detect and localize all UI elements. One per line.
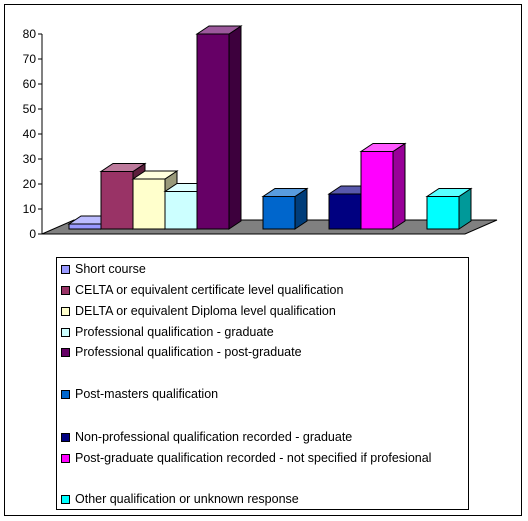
bar-top	[359, 143, 407, 152]
legend-swatch	[61, 494, 70, 504]
legend-item: Professional qualification - post-gradua…	[61, 345, 302, 359]
bar-front	[262, 196, 296, 230]
legend-label: Post-masters qualification	[75, 387, 219, 401]
y-tick-label: 70	[23, 52, 37, 66]
y-tick-label: 20	[23, 177, 37, 191]
bar	[359, 142, 407, 230]
bars	[67, 25, 473, 230]
y-tick-label: 30	[23, 152, 37, 166]
bar-top	[99, 163, 147, 172]
legend-swatch	[61, 347, 70, 357]
legend-item: Post-graduate qualification recorded - n…	[61, 451, 431, 465]
legend-swatch	[61, 285, 70, 295]
legend-swatch	[61, 453, 70, 463]
legend-swatch	[61, 327, 70, 337]
y-tick-label: 10	[23, 202, 37, 216]
y-tick-label: 60	[23, 77, 37, 91]
y-tick-label: 40	[23, 127, 37, 141]
legend-swatch	[61, 306, 70, 316]
bar-top	[195, 25, 243, 35]
legend-swatch	[61, 389, 70, 399]
legend-swatch	[61, 432, 70, 442]
bar-side	[392, 142, 406, 230]
legend-label: Other qualification or unknown response	[75, 492, 299, 506]
bar-front	[360, 151, 394, 230]
bar-front	[164, 191, 198, 230]
bar-front	[132, 178, 166, 230]
bar-front	[100, 171, 134, 230]
legend-item: Professional qualification - graduate	[61, 325, 274, 339]
bar-top	[425, 188, 473, 197]
legend-item: CELTA or equivalent certificate level qu…	[61, 283, 343, 297]
y-tick-label: 80	[23, 27, 37, 41]
bar-side	[228, 25, 242, 230]
bar-front	[196, 33, 230, 230]
bar	[195, 25, 243, 230]
bar-front	[328, 193, 362, 230]
legend-label: Post-graduate qualification recorded - n…	[75, 451, 432, 465]
bar-top	[131, 170, 179, 180]
legend-item: Other qualification or unknown response	[61, 492, 299, 506]
y-axis: 0 10 20 30 40 50 60 70 80	[23, 27, 43, 241]
legend-label: CELTA or equivalent certificate level qu…	[75, 283, 344, 297]
bar	[425, 187, 473, 230]
chart-frame	[4, 4, 522, 516]
legend-item: Short course	[61, 262, 146, 276]
legend-item: Non-professional qualification recorded …	[61, 430, 352, 444]
legend-item: DELTA or equivalent Diploma level qualif…	[61, 304, 336, 318]
legend-label: Non-professional qualification recorded …	[75, 430, 353, 444]
legend-label: Short course	[75, 262, 146, 276]
legend-swatch	[61, 264, 70, 274]
legend-label: Professional qualification - post-gradua…	[75, 345, 302, 359]
bar-top	[261, 188, 309, 197]
y-tick-label: 50	[23, 102, 37, 116]
y-tick-label: 0	[29, 227, 36, 241]
legend-label: DELTA or equivalent Diploma level qualif…	[75, 304, 336, 318]
bar	[261, 187, 309, 230]
legend: Short course CELTA or equivalent certific…	[56, 257, 469, 510]
legend-item: Post-masters qualification	[61, 387, 218, 401]
bar-front	[68, 223, 102, 230]
legend-label: Professional qualification - graduate	[75, 325, 274, 339]
bar-front	[426, 196, 460, 230]
